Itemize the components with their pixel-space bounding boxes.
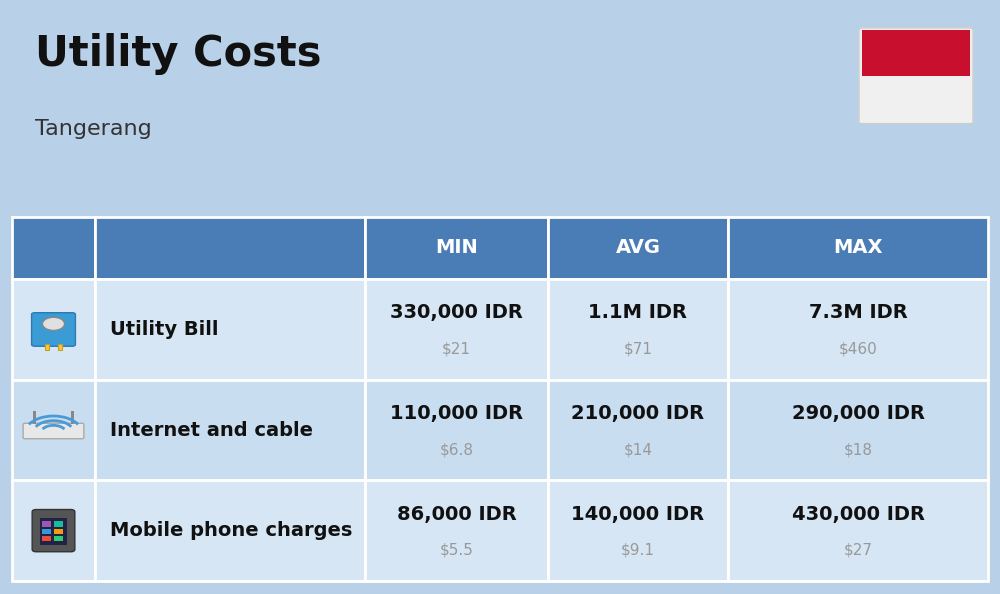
Bar bbox=[95, 217, 365, 279]
Text: $6.8: $6.8 bbox=[440, 442, 474, 457]
Text: 7.3M IDR: 7.3M IDR bbox=[809, 304, 907, 323]
Text: $18: $18 bbox=[844, 442, 872, 457]
Text: $5.5: $5.5 bbox=[440, 543, 473, 558]
Bar bbox=[365, 279, 548, 380]
Text: $71: $71 bbox=[624, 342, 652, 356]
FancyBboxPatch shape bbox=[32, 510, 75, 552]
Bar bbox=[548, 481, 728, 581]
Text: Utility Bill: Utility Bill bbox=[110, 320, 218, 339]
Text: Utility Costs: Utility Costs bbox=[35, 33, 322, 75]
Text: 110,000 IDR: 110,000 IDR bbox=[390, 404, 523, 423]
Bar bbox=[728, 217, 988, 279]
FancyBboxPatch shape bbox=[32, 312, 75, 346]
Bar bbox=[40, 519, 67, 545]
Circle shape bbox=[42, 317, 65, 330]
Bar bbox=[548, 279, 728, 380]
Bar bbox=[95, 481, 365, 581]
Bar bbox=[33, 411, 36, 425]
Bar bbox=[12, 217, 95, 279]
Bar bbox=[12, 279, 95, 380]
FancyBboxPatch shape bbox=[23, 424, 84, 439]
Text: 430,000 IDR: 430,000 IDR bbox=[792, 504, 924, 523]
Bar bbox=[548, 217, 728, 279]
Text: Internet and cable: Internet and cable bbox=[110, 421, 313, 440]
Bar bbox=[71, 411, 74, 425]
Text: $21: $21 bbox=[442, 342, 471, 356]
Bar bbox=[728, 481, 988, 581]
Bar bbox=[42, 529, 51, 534]
Text: Tangerang: Tangerang bbox=[35, 119, 152, 139]
Text: $460: $460 bbox=[839, 342, 877, 356]
Bar bbox=[548, 380, 728, 481]
Text: Mobile phone charges: Mobile phone charges bbox=[110, 521, 352, 540]
Text: MAX: MAX bbox=[833, 239, 883, 257]
Bar bbox=[54, 529, 63, 534]
FancyBboxPatch shape bbox=[859, 28, 973, 124]
Text: $14: $14 bbox=[624, 442, 652, 457]
Bar bbox=[12, 380, 95, 481]
Text: MIN: MIN bbox=[435, 239, 478, 257]
Bar bbox=[728, 279, 988, 380]
Bar bbox=[42, 536, 51, 541]
Text: 290,000 IDR: 290,000 IDR bbox=[792, 404, 924, 423]
Bar bbox=[54, 536, 63, 541]
Bar bbox=[12, 481, 95, 581]
Bar bbox=[45, 343, 49, 350]
Bar bbox=[42, 522, 51, 527]
Bar bbox=[365, 217, 548, 279]
Text: 140,000 IDR: 140,000 IDR bbox=[571, 504, 705, 523]
Text: 86,000 IDR: 86,000 IDR bbox=[397, 504, 516, 523]
Bar bbox=[728, 380, 988, 481]
Text: 330,000 IDR: 330,000 IDR bbox=[390, 304, 523, 323]
Text: 210,000 IDR: 210,000 IDR bbox=[571, 404, 705, 423]
Bar bbox=[862, 30, 970, 76]
Text: $27: $27 bbox=[844, 543, 872, 558]
Text: $9.1: $9.1 bbox=[621, 543, 655, 558]
Bar bbox=[365, 380, 548, 481]
Bar bbox=[95, 279, 365, 380]
Bar bbox=[95, 380, 365, 481]
Bar bbox=[365, 481, 548, 581]
Text: AVG: AVG bbox=[616, 239, 660, 257]
Bar bbox=[58, 343, 62, 350]
Text: 1.1M IDR: 1.1M IDR bbox=[588, 304, 688, 323]
Bar bbox=[54, 522, 63, 527]
